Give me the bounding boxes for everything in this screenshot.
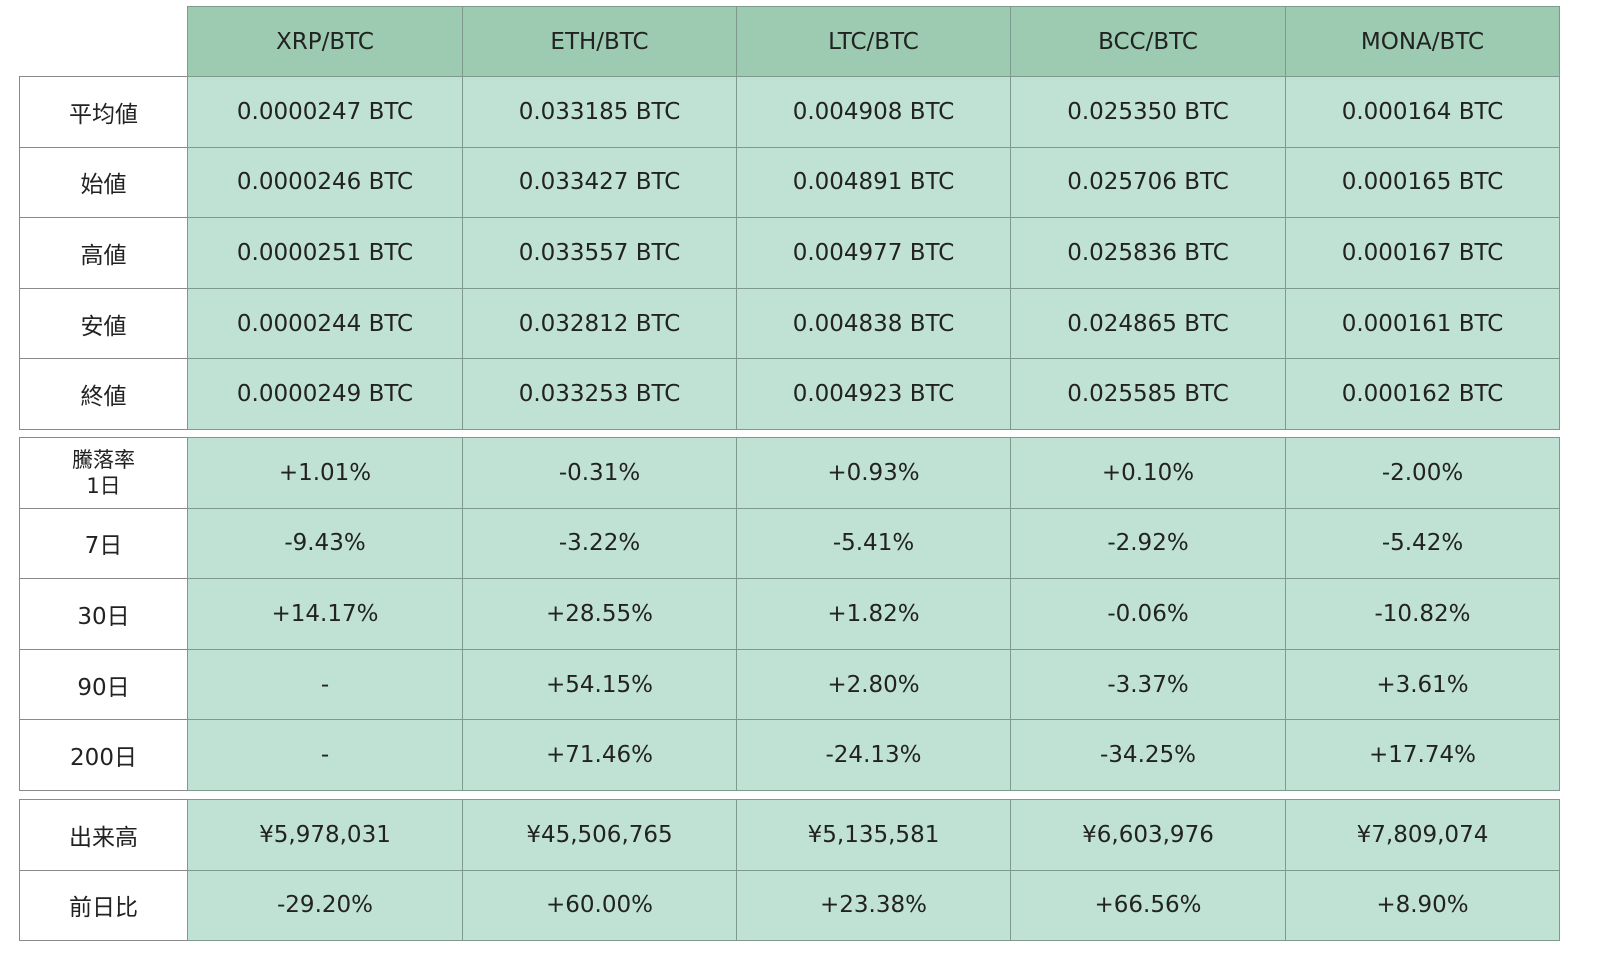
value-cell: 0.0000247 BTC xyxy=(187,76,463,148)
value-cell: +17.74% xyxy=(1285,719,1560,791)
value-cell: -10.82% xyxy=(1285,578,1560,650)
value-cell: ¥7,809,074 xyxy=(1285,799,1560,871)
column-header: ETH/BTC xyxy=(462,6,737,77)
value-cell: +2.80% xyxy=(736,648,1011,721)
value-cell: -2.00% xyxy=(1285,437,1560,509)
row-label: 90日 xyxy=(19,648,188,721)
value-cell: +8.90% xyxy=(1285,869,1560,942)
value-cell: +23.38% xyxy=(736,869,1011,942)
value-cell: - xyxy=(187,719,463,791)
value-cell: 0.000165 BTC xyxy=(1285,146,1560,219)
row-label: 平均値 xyxy=(19,76,188,148)
value-cell: -0.31% xyxy=(462,437,737,509)
value-cell: 0.033253 BTC xyxy=(462,358,737,430)
value-cell: 0.025585 BTC xyxy=(1010,358,1286,430)
column-header: LTC/BTC xyxy=(736,6,1011,77)
value-cell: +1.01% xyxy=(187,437,463,509)
value-cell: -0.06% xyxy=(1010,578,1286,650)
value-cell: 0.004838 BTC xyxy=(736,287,1011,360)
value-cell: 0.004977 BTC xyxy=(736,217,1011,289)
value-cell: +0.93% xyxy=(736,437,1011,509)
row-label: 始値 xyxy=(19,146,188,219)
value-cell: -2.92% xyxy=(1010,507,1286,580)
value-cell: 0.000167 BTC xyxy=(1285,217,1560,289)
value-cell: 0.000161 BTC xyxy=(1285,287,1560,360)
value-cell: +28.55% xyxy=(462,578,737,650)
row-label: 前日比 xyxy=(19,869,188,942)
value-cell: -5.42% xyxy=(1285,507,1560,580)
value-cell: 0.000164 BTC xyxy=(1285,76,1560,148)
row-label: 7日 xyxy=(19,507,188,580)
value-cell: 0.0000246 BTC xyxy=(187,146,463,219)
value-cell: 0.004908 BTC xyxy=(736,76,1011,148)
column-header: MONA/BTC xyxy=(1285,6,1560,77)
value-cell: -3.22% xyxy=(462,507,737,580)
value-cell: 0.004923 BTC xyxy=(736,358,1011,430)
value-cell: 0.0000249 BTC xyxy=(187,358,463,430)
value-cell: 0.033557 BTC xyxy=(462,217,737,289)
row-label: 安値 xyxy=(19,287,188,360)
value-cell: ¥5,978,031 xyxy=(187,799,463,871)
value-cell: 0.032812 BTC xyxy=(462,287,737,360)
value-cell: +54.15% xyxy=(462,648,737,721)
value-cell: - xyxy=(187,648,463,721)
value-cell: -34.25% xyxy=(1010,719,1286,791)
row-label: 高値 xyxy=(19,217,188,289)
value-cell: -29.20% xyxy=(187,869,463,942)
row-label: 終値 xyxy=(19,358,188,430)
row-label: 200日 xyxy=(19,719,188,791)
value-cell: +14.17% xyxy=(187,578,463,650)
row-label: 騰落率 1日 xyxy=(19,437,188,509)
value-cell: +66.56% xyxy=(1010,869,1286,942)
value-cell: +3.61% xyxy=(1285,648,1560,721)
value-cell: ¥45,506,765 xyxy=(462,799,737,871)
value-cell: 0.025836 BTC xyxy=(1010,217,1286,289)
value-cell: 0.000162 BTC xyxy=(1285,358,1560,430)
value-cell: 0.033427 BTC xyxy=(462,146,737,219)
value-cell: -3.37% xyxy=(1010,648,1286,721)
value-cell: 0.0000244 BTC xyxy=(187,287,463,360)
value-cell: 0.004891 BTC xyxy=(736,146,1011,219)
value-cell: ¥6,603,976 xyxy=(1010,799,1286,871)
value-cell: +1.82% xyxy=(736,578,1011,650)
value-cell: -5.41% xyxy=(736,507,1011,580)
value-cell: 0.0000251 BTC xyxy=(187,217,463,289)
column-header: XRP/BTC xyxy=(187,6,463,77)
value-cell: ¥5,135,581 xyxy=(736,799,1011,871)
value-cell: +71.46% xyxy=(462,719,737,791)
value-cell: +60.00% xyxy=(462,869,737,942)
value-cell: 0.025706 BTC xyxy=(1010,146,1286,219)
value-cell: 0.024865 BTC xyxy=(1010,287,1286,360)
value-cell: -9.43% xyxy=(187,507,463,580)
value-cell: 0.033185 BTC xyxy=(462,76,737,148)
value-cell: 0.025350 BTC xyxy=(1010,76,1286,148)
column-header: BCC/BTC xyxy=(1010,6,1286,77)
value-cell: +0.10% xyxy=(1010,437,1286,509)
row-label: 出来高 xyxy=(19,799,188,871)
row-label: 30日 xyxy=(19,578,188,650)
value-cell: -24.13% xyxy=(736,719,1011,791)
